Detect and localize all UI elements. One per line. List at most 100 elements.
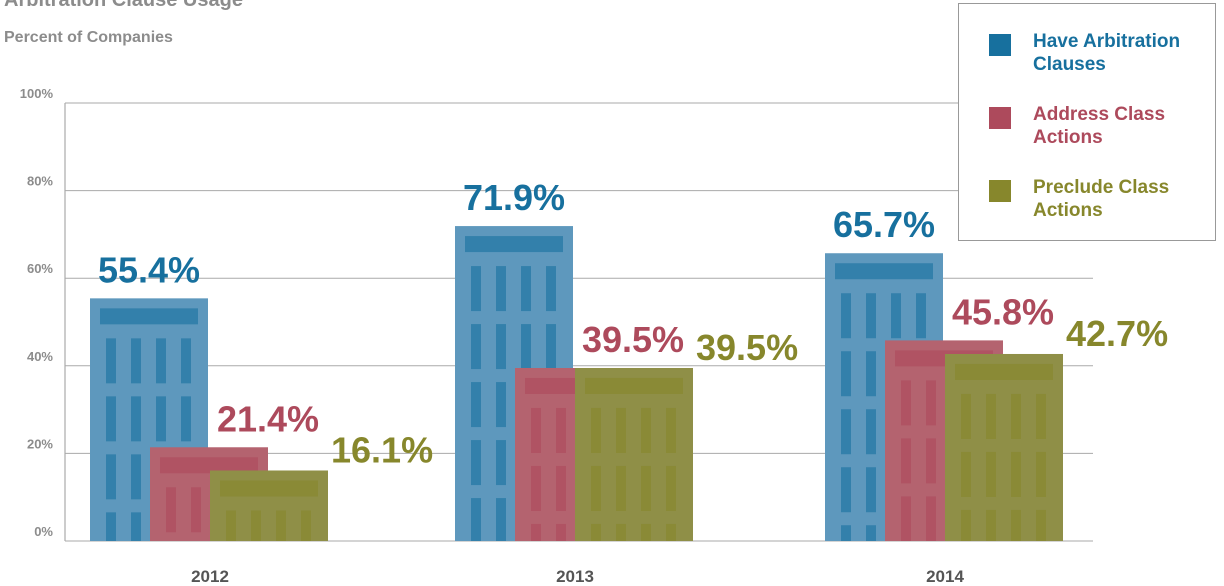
window [496, 382, 506, 427]
window [866, 525, 876, 541]
window [901, 496, 911, 541]
window [961, 452, 971, 497]
window [531, 466, 541, 511]
page: Arbitration Clause Usage Percent of Comp… [0, 0, 1224, 586]
window [531, 408, 541, 453]
window [1011, 394, 1021, 439]
legend-label: Preclude Class Actions [1033, 176, 1193, 222]
y-tick-label: 20% [27, 436, 53, 451]
window [471, 498, 481, 541]
window [106, 454, 116, 499]
window [496, 266, 506, 311]
window [546, 266, 556, 311]
window [591, 524, 601, 541]
legend-label: Have Arbitration Clauses [1033, 30, 1193, 76]
window [926, 438, 936, 483]
value-label: 39.5% [582, 319, 684, 360]
window [521, 324, 531, 369]
value-label: 21.4% [217, 398, 319, 439]
window [866, 409, 876, 454]
legend-label: Address Class Actions [1033, 103, 1193, 149]
y-tick-label: 80% [27, 174, 53, 189]
window [131, 396, 141, 441]
window [841, 293, 851, 338]
window [471, 382, 481, 427]
x-tick-label: 2014 [926, 567, 964, 586]
window [251, 510, 261, 541]
window [181, 338, 191, 383]
value-label: 65.7% [833, 204, 935, 245]
window [521, 266, 531, 311]
window [156, 338, 166, 383]
window [226, 510, 236, 541]
window [961, 510, 971, 541]
window [641, 524, 651, 541]
window [471, 324, 481, 369]
window [106, 512, 116, 541]
window [546, 324, 556, 369]
window [131, 338, 141, 383]
window [641, 466, 651, 511]
window [556, 408, 566, 453]
window [891, 293, 901, 338]
window [841, 409, 851, 454]
window [666, 408, 676, 453]
window [106, 396, 116, 441]
value-label: 45.8% [952, 291, 1054, 332]
y-tick-label: 60% [27, 261, 53, 276]
value-label: 55.4% [98, 249, 200, 290]
window [1036, 394, 1046, 439]
value-label: 71.9% [463, 177, 565, 218]
window [301, 510, 311, 541]
y-tick-label: 0% [34, 524, 53, 539]
window [496, 324, 506, 369]
building-band [585, 378, 683, 394]
window [591, 466, 601, 511]
window [926, 496, 936, 541]
window [531, 524, 541, 541]
window [181, 396, 191, 441]
building-band [465, 236, 563, 252]
chart-title: Arbitration Clause Usage [4, 0, 243, 11]
window [986, 510, 996, 541]
window [926, 380, 936, 425]
y-tick-label: 100% [20, 86, 54, 101]
window [131, 454, 141, 499]
window [616, 524, 626, 541]
value-label: 16.1% [331, 429, 433, 470]
window [471, 440, 481, 485]
building-band [220, 480, 318, 496]
y-tick-label: 40% [27, 349, 53, 364]
legend-swatch [989, 180, 1011, 202]
value-label: 42.7% [1066, 313, 1168, 354]
window [106, 338, 116, 383]
window [641, 408, 651, 453]
window [901, 380, 911, 425]
building-band [100, 308, 198, 324]
x-tick-label: 2013 [556, 567, 594, 586]
window [841, 467, 851, 512]
window [591, 408, 601, 453]
window [131, 512, 141, 541]
window [496, 440, 506, 485]
window [496, 498, 506, 541]
window [986, 394, 996, 439]
window [276, 510, 286, 541]
window [841, 351, 851, 396]
window [191, 487, 201, 532]
legend-swatch [989, 107, 1011, 129]
x-tick-label: 2012 [191, 567, 229, 586]
legend: Have Arbitration Clauses Address Class Ac… [958, 3, 1216, 241]
chart-subtitle: Percent of Companies [4, 29, 173, 46]
window [866, 467, 876, 512]
legend-item: Preclude Class Actions [989, 176, 1193, 222]
legend-item: Have Arbitration Clauses [989, 30, 1193, 76]
window [841, 525, 851, 541]
window [916, 293, 926, 338]
window [556, 466, 566, 511]
window [901, 438, 911, 483]
building-band [835, 263, 933, 279]
window [1011, 452, 1021, 497]
building-band [955, 364, 1053, 380]
window [471, 266, 481, 311]
